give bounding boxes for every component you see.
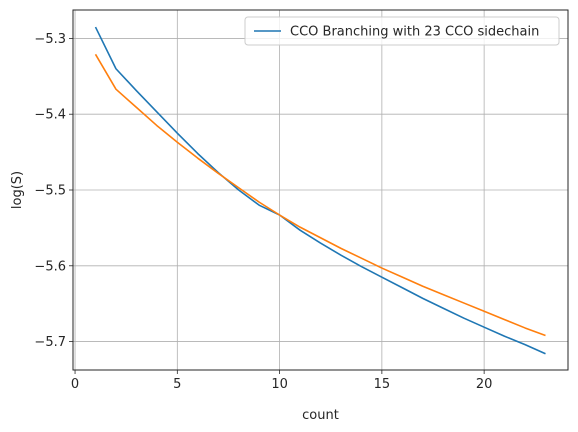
x-tick-label: 0: [71, 377, 79, 392]
x-axis-label: count: [302, 408, 339, 423]
series-layer: [94, 26, 546, 355]
legend: CCO Branching with 23 CCO sidechain: [244, 16, 560, 46]
y-tick-label: −5.4: [34, 108, 66, 123]
legend-label-series-1: CCO Branching with 23 CCO sidechain: [290, 25, 539, 40]
y-axis-label: log(S): [10, 171, 25, 209]
x-tick-label: 15: [374, 377, 391, 392]
y-tick-label: −5.7: [34, 335, 66, 350]
x-tick-label: 5: [173, 377, 181, 392]
y-tick-label: −5.5: [34, 184, 66, 199]
series-line-2: [94, 53, 546, 337]
x-tick-label: 20: [476, 377, 493, 392]
axis-ticks: 0 5 10 15 20 −5.7 −5.6 −5.5 −5.4 −5.3: [34, 32, 492, 392]
legend-box: [244, 16, 560, 46]
y-tick-label: −5.6: [34, 259, 66, 274]
y-tick-label: −5.3: [34, 32, 66, 47]
x-tick-label: 10: [271, 377, 288, 392]
series-line-1: [94, 26, 546, 355]
